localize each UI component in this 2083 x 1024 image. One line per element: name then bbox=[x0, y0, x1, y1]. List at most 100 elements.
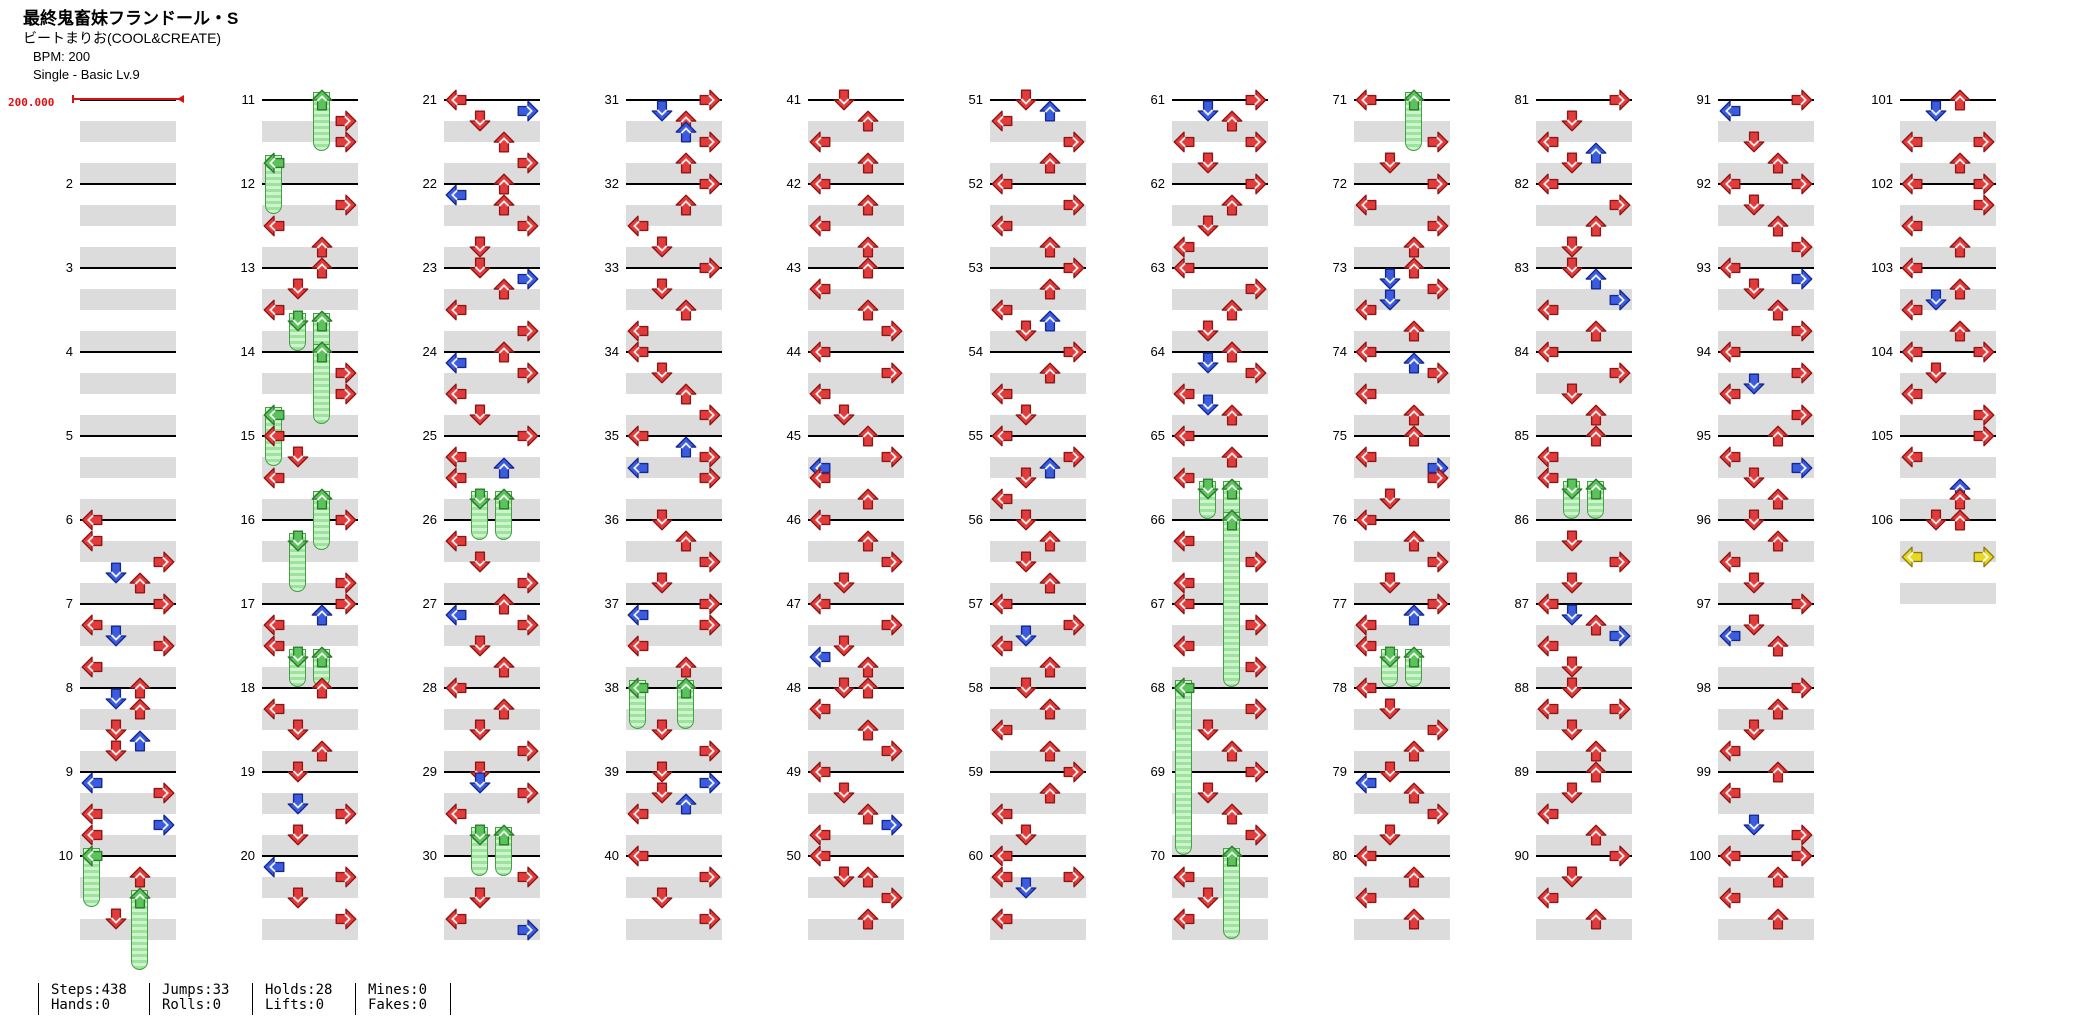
measure-number: 41 bbox=[786, 92, 801, 107]
measure-line bbox=[1718, 687, 1814, 689]
stats-bar: Steps:438 Hands:0 Jumps:33 Rolls:0 Holds… bbox=[38, 983, 451, 1015]
stat-fakes: Fakes:0 bbox=[368, 997, 428, 1013]
measure: 21 bbox=[423, 92, 540, 184]
measure-line bbox=[80, 771, 176, 773]
measure-line bbox=[80, 183, 176, 185]
measure-number: 9 bbox=[65, 764, 73, 779]
measure-number: 38 bbox=[604, 680, 619, 695]
measure-number: 60 bbox=[968, 848, 983, 863]
measure-number: 43 bbox=[786, 260, 801, 275]
measure-number: 12 bbox=[240, 176, 255, 191]
measure-line bbox=[1536, 603, 1632, 605]
measure-line bbox=[444, 183, 540, 185]
measure-number: 82 bbox=[1514, 176, 1529, 191]
measure: 70 bbox=[1151, 848, 1268, 940]
measure-number: 25 bbox=[422, 428, 437, 443]
bpm-marker: 200.000 bbox=[8, 93, 184, 111]
measure: 100 bbox=[1689, 848, 1814, 940]
song-artist: ビートまりお(COOL&CREATE) bbox=[23, 30, 222, 46]
measure-line bbox=[626, 603, 722, 605]
stat-steps: Steps:438 bbox=[51, 982, 127, 998]
measure-number: 54 bbox=[968, 344, 983, 359]
measure-number: 80 bbox=[1332, 848, 1347, 863]
measure-line bbox=[1718, 603, 1814, 605]
measure-number: 2 bbox=[65, 176, 73, 191]
measure-number: 87 bbox=[1514, 596, 1529, 611]
measure-line bbox=[808, 687, 904, 689]
measure: 39 bbox=[605, 764, 722, 856]
measure-number: 8 bbox=[65, 680, 73, 695]
measure-number: 55 bbox=[968, 428, 983, 443]
measure: 2 bbox=[66, 176, 176, 268]
stats-end-bar bbox=[450, 983, 451, 1015]
measure-number: 50 bbox=[786, 848, 801, 863]
measure-number: 67 bbox=[1150, 596, 1165, 611]
measure-line bbox=[444, 771, 540, 773]
measure: 75 bbox=[1333, 428, 1450, 520]
measure-line bbox=[444, 435, 540, 437]
measure-number: 35 bbox=[604, 428, 619, 443]
measure: 37 bbox=[605, 596, 722, 688]
measure-line bbox=[1172, 267, 1268, 269]
measure-line bbox=[808, 99, 904, 101]
measure-number: 104 bbox=[1871, 344, 1893, 359]
measure: 95 bbox=[1697, 428, 1814, 520]
measure-line bbox=[808, 267, 904, 269]
measure-line bbox=[1900, 267, 1996, 269]
measure: 49 bbox=[787, 764, 904, 856]
measure-line bbox=[80, 351, 176, 353]
measure: 3 bbox=[66, 260, 176, 352]
measure-line bbox=[262, 351, 358, 353]
measure-line bbox=[1536, 435, 1632, 437]
measure: 106 bbox=[1871, 512, 1996, 604]
measure: 64 bbox=[1151, 344, 1268, 436]
measure-line bbox=[1354, 771, 1450, 773]
measure: 62 bbox=[1151, 176, 1268, 268]
measure: 67 bbox=[1151, 596, 1268, 688]
measure-line bbox=[990, 771, 1086, 773]
stat-holds: Holds:28 bbox=[265, 982, 333, 998]
measure-line bbox=[444, 855, 540, 857]
measure-line bbox=[1354, 603, 1450, 605]
measure-line bbox=[626, 183, 722, 185]
measure-number: 90 bbox=[1514, 848, 1529, 863]
measure-number: 106 bbox=[1871, 512, 1893, 527]
measure: 53 bbox=[969, 260, 1086, 352]
measure-number: 84 bbox=[1514, 344, 1529, 359]
measure: 20 bbox=[241, 848, 358, 940]
measure: 4 bbox=[66, 344, 176, 436]
measure: 41 bbox=[787, 92, 904, 184]
measure: 94 bbox=[1697, 344, 1814, 436]
measure-line bbox=[262, 771, 358, 773]
measure: 99 bbox=[1697, 764, 1814, 856]
measure-number: 34 bbox=[604, 344, 619, 359]
measure-line bbox=[626, 99, 722, 101]
measure: 65 bbox=[1151, 428, 1268, 520]
measure-number: 44 bbox=[786, 344, 801, 359]
measure: 23 bbox=[423, 260, 540, 352]
measure-line bbox=[626, 351, 722, 353]
measure-number: 33 bbox=[604, 260, 619, 275]
measure: 6 bbox=[66, 512, 176, 604]
measure: 63 bbox=[1151, 260, 1268, 352]
measure: 77 bbox=[1333, 596, 1450, 688]
measure-number: 20 bbox=[240, 848, 255, 863]
stats-group-mines: Mines:0 Fakes:0 bbox=[355, 983, 450, 1015]
measure: 5 bbox=[66, 428, 176, 520]
measure-number: 105 bbox=[1871, 428, 1893, 443]
measure-line bbox=[1172, 855, 1268, 857]
measure-number: 77 bbox=[1332, 596, 1347, 611]
measure: 78 bbox=[1333, 680, 1450, 772]
measure: 14 bbox=[241, 344, 358, 436]
measure-line bbox=[626, 519, 722, 521]
measure: 42 bbox=[787, 176, 904, 268]
measure: 105 bbox=[1871, 428, 1996, 520]
measure-number: 5 bbox=[65, 428, 73, 443]
measure-number: 88 bbox=[1514, 680, 1529, 695]
measure-line bbox=[990, 687, 1086, 689]
measure: 97 bbox=[1697, 596, 1814, 688]
measure: 82 bbox=[1515, 176, 1632, 268]
measure-line bbox=[1718, 855, 1814, 857]
measure: 57 bbox=[969, 596, 1086, 688]
measure-number: 6 bbox=[65, 512, 73, 527]
